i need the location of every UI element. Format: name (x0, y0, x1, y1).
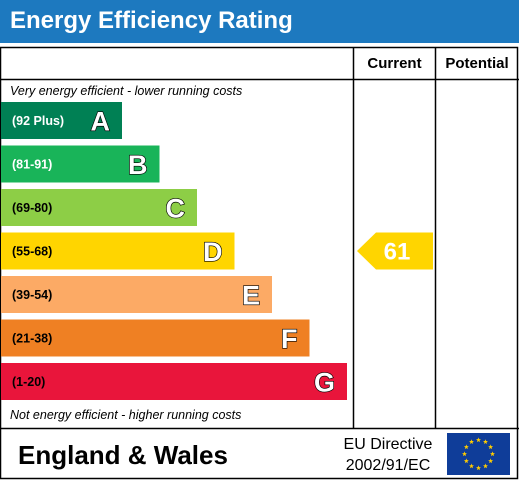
band-bar-g (1, 363, 347, 400)
potential-column-header: Potential (445, 55, 508, 72)
directive-line-2: 2002/91/EC (346, 457, 431, 474)
band-range-c: (69-80) (12, 201, 52, 215)
current-column-header: Current (367, 55, 421, 72)
eu-star-icon (483, 439, 488, 444)
rating-bands: (92 Plus) A (81-91) B (69-80) C (55-68) D (39-54… (1, 102, 347, 400)
efficient-note: Very energy efficient - lower running co… (10, 84, 242, 98)
band-a: (92 Plus) A (1, 102, 122, 139)
band-letter-b: B (128, 150, 148, 180)
region-label: England & Wales (18, 440, 228, 470)
eu-star-icon (490, 451, 495, 457)
band-range-f: (21-38) (12, 332, 52, 346)
band-letter-d: D (203, 237, 223, 267)
band-bar-c (1, 189, 197, 226)
eu-star-icon (463, 458, 469, 464)
current-rating-value: 61 (384, 239, 411, 266)
band-range-b: (81-91) (12, 158, 52, 172)
band-letter-c: C (166, 194, 186, 224)
eu-star-icon (469, 463, 474, 469)
band-range-a: (92 Plus) (12, 114, 64, 128)
band-bar-e (1, 276, 272, 313)
band-b: (81-91) B (1, 145, 160, 183)
table-frame (0, 46, 519, 480)
eu-star-icon (488, 444, 494, 450)
directive-line-1: EU Directive (344, 436, 433, 453)
band-c: (69-80) C (1, 189, 197, 226)
eu-star-icon (476, 437, 481, 443)
page-title: Energy Efficiency Rating (10, 7, 293, 34)
band-bar-d (1, 232, 235, 270)
current-rating-arrow (357, 232, 433, 270)
band-letter-a: A (91, 107, 111, 137)
band-e: (39-54) E (1, 276, 272, 313)
eu-flag-icon (447, 433, 510, 475)
eu-star-icon (476, 465, 481, 471)
header-bar: Energy Efficiency Rating (0, 0, 519, 43)
band-letter-g: G (314, 368, 335, 398)
band-letter-e: E (242, 281, 260, 311)
band-range-d: (55-68) (12, 245, 52, 259)
band-g: (1-20) G (1, 363, 347, 400)
band-letter-f: F (281, 324, 298, 354)
band-d: (55-68) D (1, 232, 235, 270)
band-bar-b (1, 145, 160, 183)
band-range-e: (39-54) (12, 288, 52, 302)
eu-star-icon (488, 458, 494, 464)
band-f: (21-38) F (1, 319, 310, 357)
current-rating-marker: 61 (357, 232, 433, 270)
band-bar-f (1, 319, 310, 357)
eu-star-icon (463, 444, 469, 450)
inefficient-note: Not energy efficient - higher running co… (10, 408, 241, 422)
band-range-g: (1-20) (12, 375, 45, 389)
eu-star-icon (483, 463, 488, 469)
band-bar-a (1, 102, 122, 139)
eu-star-icon (469, 439, 474, 444)
eu-star-icon (462, 451, 467, 457)
